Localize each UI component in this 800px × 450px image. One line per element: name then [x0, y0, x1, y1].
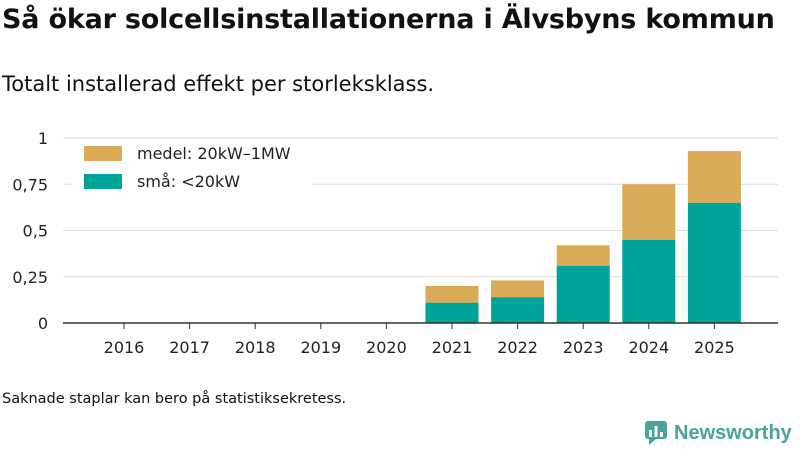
bar-medium: [687, 150, 741, 203]
x-tick-label: 2016: [104, 338, 145, 357]
legend-swatch-small: [84, 174, 122, 189]
x-tick-label: 2024: [628, 338, 669, 357]
bar-small: [491, 297, 545, 323]
y-tick-label: 0,5: [23, 222, 48, 241]
x-tick-label: 2023: [563, 338, 604, 357]
x-tick-label: 2025: [694, 338, 735, 357]
bar-medium: [622, 184, 676, 240]
y-tick-label: 1: [38, 129, 48, 148]
bar-small: [425, 302, 479, 323]
x-tick-label: 2020: [366, 338, 407, 357]
bar-small: [622, 239, 676, 323]
bar-medium: [425, 286, 479, 303]
chart-subtitle: Totalt installerad effekt per storlekskl…: [2, 72, 435, 96]
stacked-bar-chart: 0 0,25 0,5 0,75 1 2016 2017 2018 2019 2020 2021 202…: [12, 129, 778, 357]
bar-medium: [491, 280, 545, 298]
legend-swatch-medium: [84, 146, 122, 161]
x-tick-label: 2021: [432, 338, 473, 357]
bar-small: [687, 202, 741, 323]
bar-medium: [556, 245, 610, 266]
footnote: Saknade staplar kan bero på statistiksek…: [2, 391, 347, 407]
legend-label: små: <20kW: [137, 172, 240, 191]
x-tick-label: 2018: [235, 338, 276, 357]
newsworthy-logo-icon: [645, 421, 667, 445]
chart-title: Så ökar solcellsinstallationerna i Älvsb…: [2, 4, 775, 35]
brand-name: Newsworthy: [674, 421, 792, 444]
bar-small: [556, 265, 610, 323]
brand-logo: Newsworthy: [644, 418, 792, 448]
legend-label: medel: 20kW–1MW: [137, 144, 291, 163]
y-tick-label: 0,25: [12, 268, 48, 287]
x-tick-label: 2019: [300, 338, 341, 357]
y-tick-label: 0: [38, 314, 48, 333]
x-tick-label: 2022: [497, 338, 538, 357]
y-tick-label: 0,75: [12, 175, 48, 194]
x-tick-label: 2017: [169, 338, 210, 357]
